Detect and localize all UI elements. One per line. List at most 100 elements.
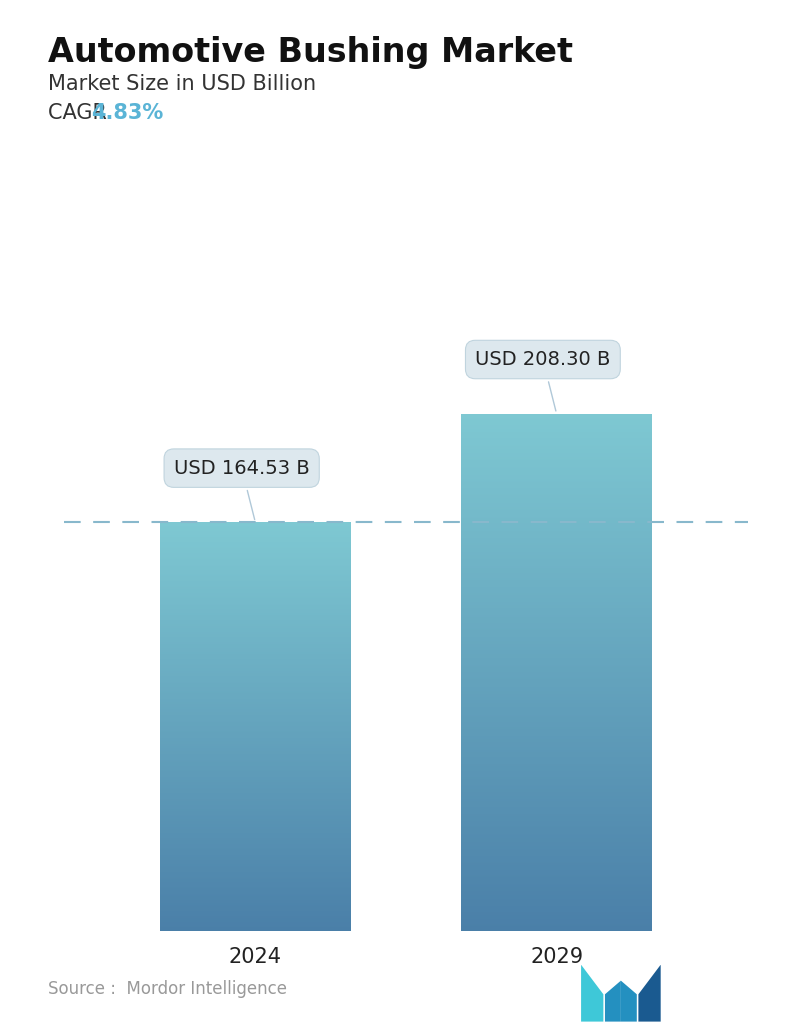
Bar [461, 667, 653, 668]
Bar [461, 557, 653, 558]
Bar [461, 838, 653, 839]
Bar [461, 560, 653, 561]
Bar [461, 709, 653, 710]
Bar [461, 851, 653, 852]
Bar [461, 432, 653, 433]
Bar [461, 530, 653, 531]
Bar [461, 813, 653, 814]
Bar [461, 559, 653, 560]
Bar [461, 913, 653, 914]
Bar [461, 792, 653, 793]
Bar [461, 723, 653, 724]
Bar [461, 473, 653, 474]
Bar [461, 811, 653, 812]
Bar [461, 443, 653, 444]
Bar [461, 894, 653, 895]
Bar [461, 842, 653, 843]
Bar [461, 796, 653, 797]
Bar [461, 846, 653, 847]
Bar [461, 641, 653, 642]
Bar [461, 810, 653, 811]
Bar [461, 824, 653, 825]
Bar [461, 445, 653, 446]
Bar [461, 592, 653, 594]
Bar [461, 482, 653, 483]
Bar [461, 491, 653, 492]
Bar [461, 647, 653, 648]
Bar [461, 799, 653, 800]
Bar [461, 586, 653, 587]
Bar [461, 470, 653, 472]
Bar [461, 749, 653, 750]
Bar [461, 587, 653, 588]
Bar [461, 630, 653, 631]
Bar [461, 414, 653, 415]
Bar [461, 415, 653, 416]
Bar [461, 889, 653, 890]
Bar [461, 866, 653, 868]
Bar [461, 456, 653, 457]
Bar [461, 522, 653, 523]
Bar [461, 531, 653, 533]
Bar [461, 461, 653, 462]
Bar [461, 676, 653, 677]
Bar [461, 525, 653, 526]
Bar [461, 927, 653, 929]
Bar [461, 694, 653, 695]
Bar [461, 733, 653, 734]
Bar [461, 717, 653, 718]
Bar [461, 544, 653, 545]
Bar [461, 887, 653, 888]
Bar [461, 474, 653, 475]
Bar [461, 886, 653, 887]
Bar [461, 776, 653, 777]
Bar [461, 658, 653, 659]
Bar [461, 820, 653, 821]
Bar [461, 678, 653, 679]
Bar [461, 636, 653, 637]
Bar [461, 613, 653, 614]
Bar [461, 882, 653, 883]
Bar [461, 812, 653, 813]
Bar [461, 697, 653, 698]
Bar [461, 785, 653, 786]
Bar [461, 764, 653, 765]
Bar [461, 895, 653, 896]
Bar [461, 691, 653, 692]
Bar [461, 834, 653, 835]
Bar [461, 567, 653, 568]
Bar [461, 784, 653, 785]
Bar [461, 519, 653, 520]
Bar [461, 427, 653, 428]
Polygon shape [581, 965, 603, 1022]
Bar [461, 907, 653, 908]
Bar [461, 459, 653, 460]
Bar [461, 769, 653, 770]
Bar [461, 594, 653, 595]
Bar [461, 468, 653, 469]
Polygon shape [638, 965, 661, 1022]
Bar [461, 837, 653, 838]
Bar [461, 496, 653, 497]
Bar [461, 719, 653, 720]
Bar [461, 536, 653, 537]
Bar [461, 505, 653, 506]
Bar [461, 916, 653, 917]
Bar [461, 901, 653, 902]
Bar [461, 458, 653, 459]
Bar [461, 426, 653, 427]
Bar [461, 526, 653, 527]
Bar [461, 855, 653, 856]
Bar [461, 652, 653, 653]
Bar [461, 888, 653, 889]
Bar [461, 416, 653, 417]
Bar [461, 702, 653, 703]
Bar [461, 826, 653, 827]
Bar [461, 921, 653, 922]
Bar [461, 585, 653, 586]
Bar [461, 918, 653, 919]
Bar [461, 829, 653, 830]
Bar [461, 495, 653, 496]
Bar [461, 890, 653, 891]
Bar [461, 650, 653, 651]
